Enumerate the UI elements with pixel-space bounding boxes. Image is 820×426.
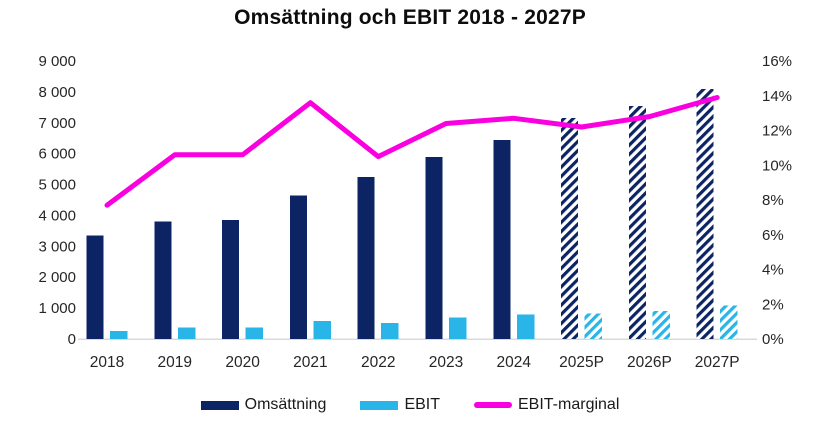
x-axis-label-2025P: 2025P — [559, 354, 604, 371]
left-axis-tick-label: 9 000 — [38, 53, 76, 70]
bar-ebit-2020 — [245, 327, 264, 339]
left-axis-tick-label: 6 000 — [38, 146, 76, 163]
right-axis-tick-label: 10% — [762, 157, 792, 174]
bar-omsattning-2022 — [357, 176, 375, 339]
bar-ebit-2026P — [652, 311, 670, 339]
bar-omsattning-2027P — [696, 88, 714, 339]
right-axis-tick-label: 12% — [762, 123, 792, 140]
x-axis-label-2022: 2022 — [361, 354, 395, 371]
right-axis-tick-label: 4% — [762, 262, 784, 279]
bar-omsattning-2021 — [289, 195, 307, 339]
bar-ebit-2024 — [516, 314, 535, 339]
x-axis-label-2021: 2021 — [293, 354, 327, 371]
legend-label-ebit: EBIT — [404, 396, 440, 413]
bar-ebit-2027P — [720, 305, 738, 339]
legend-item-omsattning: Omsättning — [200, 396, 327, 414]
left-axis-tick-label: 8 000 — [38, 84, 76, 101]
right-axis-tick-label: 8% — [762, 192, 784, 209]
ebit-marginal-line-swatch-icon — [474, 402, 512, 408]
bar-ebit-2018 — [110, 330, 128, 339]
bar-ebit-2023 — [449, 317, 467, 339]
left-axis-tick-label: 4 000 — [38, 207, 76, 224]
right-axis-tick-label: 14% — [762, 88, 792, 105]
legend-label-omsattning: Omsättning — [244, 396, 327, 413]
bar-omsattning-2018 — [86, 235, 104, 339]
x-axis-label-2024: 2024 — [497, 354, 532, 371]
left-axis-tick-label: 0 — [68, 331, 76, 348]
ebit-marginal-line — [104, 95, 720, 208]
x-axis-label-2020: 2020 — [225, 354, 260, 371]
omsattning-bar-swatch-icon — [200, 400, 239, 410]
ebit-bar-swatch-icon — [360, 400, 399, 410]
legend-item-ebit: EBIT — [360, 396, 440, 414]
x-axis-label-2026P: 2026P — [627, 354, 672, 371]
bar-omsattning-2019 — [154, 221, 172, 339]
bar-ebit-2025P — [584, 313, 603, 339]
x-axis-label-2018: 2018 — [90, 354, 124, 371]
bar-ebit-2019 — [177, 327, 196, 339]
x-axis-label-2023: 2023 — [429, 354, 463, 371]
right-axis-tick-label: 2% — [762, 296, 784, 313]
right-axis-tick-label: 16% — [762, 53, 792, 70]
left-axis-tick-label: 7 000 — [38, 115, 76, 132]
x-axis-label-2019: 2019 — [158, 354, 192, 371]
left-axis-tick-label: 3 000 — [38, 238, 76, 255]
bar-ebit-2022 — [381, 322, 399, 339]
legend-label-ebit-marginal: EBIT-marginal — [518, 396, 620, 413]
left-axis-tick-label: 2 000 — [38, 269, 76, 286]
left-axis-tick-label: 1 000 — [38, 300, 76, 317]
bar-omsattning-2025P — [561, 118, 579, 340]
x-axis-label-2027P: 2027P — [695, 354, 740, 371]
chart-title: Omsättning och EBIT 2018 - 2027P — [234, 6, 586, 29]
bar-omsattning-2024 — [493, 139, 511, 339]
bar-omsattning-2023 — [425, 156, 443, 339]
bar-omsattning-2026P — [628, 105, 646, 340]
right-axis-tick-label: 0% — [762, 331, 784, 348]
right-axis-tick-label: 6% — [762, 227, 784, 244]
left-axis-tick-label: 5 000 — [38, 177, 76, 194]
bar-omsattning-2020 — [222, 220, 240, 339]
bar-ebit-2021 — [313, 321, 331, 339]
legend-item-ebit-marginal: EBIT-marginal — [474, 396, 619, 414]
chart-legend: Omsättning EBIT EBIT-marginal — [0, 396, 820, 414]
